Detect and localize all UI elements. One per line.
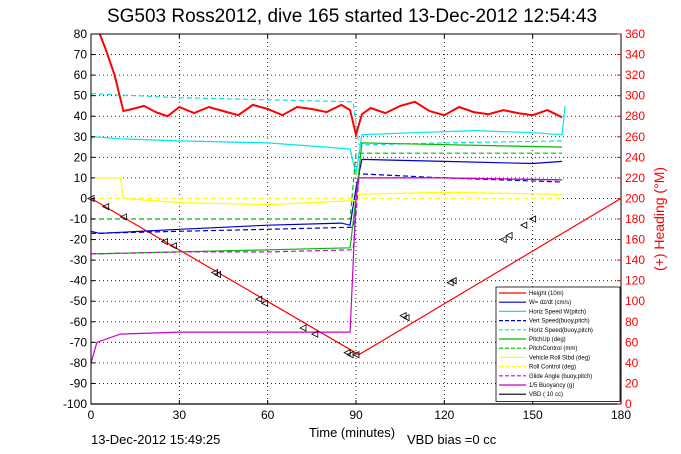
marker [101,203,110,211]
legend-box [495,286,621,402]
marker [213,270,222,279]
legend-label: VBD ( 10 cc) [529,392,563,398]
legend-label: Glide Angle (buoy,pitch) [529,374,592,380]
y-tick-label: 60 [74,68,88,82]
marker [310,330,319,338]
legend-label: PitchControl (mm) [529,346,577,352]
legend-label: Roll Control (deg) [529,365,576,371]
y-tick-label: 70 [74,48,88,62]
footer-vbd-bias: VBD bias =0 cc [407,432,497,447]
marker [519,221,528,229]
marker [446,279,454,287]
right-tick-label: 140 [625,253,645,267]
x-tick-label: 60 [261,408,275,422]
x-tick-label: 180 [611,408,631,422]
series-line [90,158,563,235]
right-tick-label: 80 [625,315,639,329]
x-tick-label: 30 [173,408,187,422]
y-tick-label: 80 [74,27,88,41]
legend-label: Horiz Speed W(pitch) [529,309,586,315]
y-tick-label: -50 [70,294,88,308]
right-tick-label: 260 [625,130,645,144]
legend-label: Vert Speed(buoy,pitch) [529,319,590,325]
right-tick-label: 320 [625,68,645,82]
y-tick-label: -10 [70,212,88,226]
y-axis-right: 3603403203002802602402202001801601401201… [617,27,645,411]
right-tick-label: 240 [625,150,645,164]
y-tick-label: -100 [63,397,87,411]
y-tick-label: 0 [80,191,87,205]
y-axis-left: 80 70 60 50 40 30 20 10 0 -10 -20 -30 -40 -50 -60 -70 -8… [63,27,95,411]
right-tick-label: 280 [625,109,645,123]
series-line [98,33,563,139]
y-tick-label: -90 [70,376,88,390]
marker [260,299,269,307]
x-tick-label: 0 [88,408,95,422]
y-tick-label: 50 [74,89,88,103]
y-tick-label: 20 [74,150,88,164]
legend-label: Height (10m) [529,291,564,297]
marker-group [87,194,537,359]
marker [160,237,169,246]
legend: Height (10m) W= dz/dt (cm/s) Horiz Speed W… [495,286,621,402]
right-axis-label: (+) Heading (°M) [651,167,667,271]
marker [402,314,410,322]
x-tick-label: 90 [349,408,363,422]
y-tick-label: -80 [70,356,88,370]
x-axis-label: Time (minutes) [309,425,395,440]
marker [299,324,307,332]
x-tick-label: 150 [523,408,543,422]
y-tick-label: -20 [70,233,88,247]
series-line [91,177,563,206]
marker [499,235,507,244]
series-line [90,177,563,364]
legend-label: Horiz Speed(buoy,pitch) [529,328,593,334]
legend-label: PitchUp (deg) [529,337,566,343]
y-tick-label: 40 [74,109,88,123]
marker [169,242,177,250]
marker [352,351,360,359]
right-tick-label: 100 [625,294,645,308]
y-tick-label: 30 [74,130,88,144]
right-tick-label: 360 [625,27,645,41]
right-tick-label: 340 [625,48,645,62]
marker [210,268,219,277]
legend-label: W= dz/dt (cm/s) [529,300,571,306]
right-tick-label: 120 [625,274,645,288]
marker [449,277,457,285]
y-tick-label: -40 [70,274,88,288]
right-tick-label: 220 [625,171,645,185]
y-tick-label: -70 [70,335,88,349]
right-tick-label: 0 [625,397,632,411]
right-tick-label: 200 [625,191,645,205]
x-axis: 0 30 60 90 120 150 180 [88,34,631,422]
marker [528,215,537,223]
y-tick-label: -30 [70,253,88,267]
right-tick-label: 60 [625,335,639,349]
marker [505,231,513,240]
marker [254,295,263,303]
chart-title: SG503 Ross2012, dive 165 started 13-Dec-… [107,6,597,27]
series-line [90,93,563,146]
marker [343,348,351,357]
legend-label: Vehicle Roll Stbd (deg) [529,355,590,361]
marker [399,311,407,320]
marker [119,213,127,221]
right-tick-label: 300 [625,89,645,103]
right-tick-label: 160 [625,233,645,247]
right-tick-label: 20 [625,376,639,390]
series-line [90,105,566,174]
right-tick-label: 40 [625,356,639,370]
x-tick-label: 120 [434,408,454,422]
y-tick-label: 10 [74,171,88,185]
footer-timestamp: 13-Dec-2012 15:49:25 [91,432,220,447]
legend-label: 1/5 Buoyancy (g) [529,383,574,389]
series-line [91,152,563,220]
right-tick-label: 180 [625,212,645,226]
y-tick-label: -60 [70,315,88,329]
